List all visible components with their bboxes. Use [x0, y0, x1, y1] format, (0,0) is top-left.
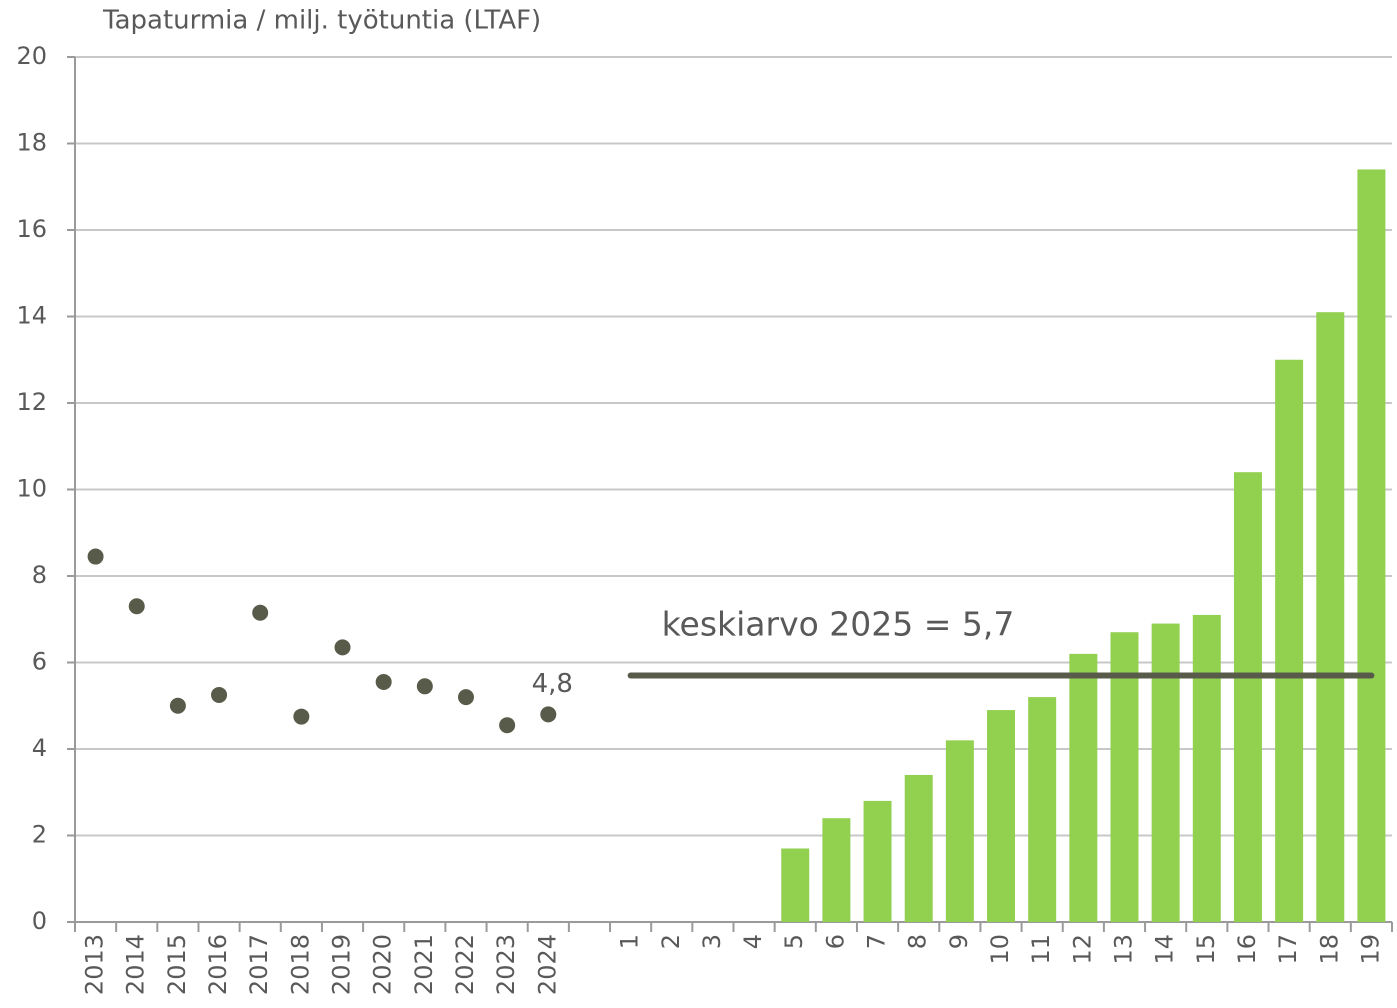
point [375, 673, 392, 690]
bar [945, 740, 974, 922]
bar [1357, 169, 1386, 922]
bar [781, 848, 810, 922]
point [293, 708, 310, 725]
point [87, 548, 104, 565]
y-tick-label: 0 [32, 907, 47, 935]
y-tick-label: 20 [16, 42, 47, 70]
bar [863, 800, 892, 922]
bar [1316, 312, 1345, 922]
x-tick-label: 10 [986, 934, 1014, 965]
x-tick-label: 6 [821, 934, 849, 949]
point [334, 639, 351, 656]
point [499, 717, 516, 734]
bar [1110, 632, 1139, 922]
axis-title: Tapaturmia / milj. työtuntia (LTAF) [102, 6, 541, 36]
x-tick-label: 2015 [163, 934, 191, 995]
bar [1233, 472, 1262, 922]
point [457, 689, 474, 706]
x-tick-label: 16 [1233, 934, 1261, 965]
x-tick-label: 2020 [369, 934, 397, 995]
point [211, 686, 228, 703]
point [128, 598, 145, 615]
bar [1069, 653, 1098, 922]
bar [1151, 623, 1180, 922]
x-tick-label: 11 [1027, 934, 1055, 965]
x-tick-label: 19 [1356, 934, 1384, 965]
x-tick-label: 4 [739, 934, 767, 949]
y-tick-label: 14 [16, 302, 47, 330]
x-tick-label: 2014 [122, 934, 150, 995]
y-tick-label: 6 [32, 648, 47, 676]
y-tick-label: 18 [16, 129, 47, 157]
y-tick-label: 2 [32, 821, 47, 849]
x-tick-label: 2013 [81, 934, 109, 995]
x-tick-label: 8 [904, 934, 932, 949]
x-tick-label: 2021 [410, 934, 438, 995]
point [416, 678, 433, 695]
x-tick-label: 15 [1192, 934, 1220, 965]
point [169, 697, 186, 714]
x-tick-label: 14 [1151, 934, 1179, 965]
y-tick-label: 8 [32, 561, 47, 589]
x-tick-label: 2 [657, 934, 685, 949]
y-tick-label: 12 [16, 388, 47, 416]
bar [1192, 614, 1221, 922]
bar [1028, 697, 1057, 922]
x-tick-label: 5 [780, 934, 808, 949]
x-tick-label: 13 [1109, 934, 1137, 965]
x-tick-label: 2018 [286, 934, 314, 995]
data-label: 4,8 [532, 669, 573, 699]
bar [822, 818, 851, 922]
x-tick-label: 2019 [328, 934, 356, 995]
x-tick-label: 2024 [533, 934, 561, 995]
y-tick-label: 10 [16, 475, 47, 503]
y-tick-label: 16 [16, 215, 47, 243]
x-tick-label: 1 [616, 934, 644, 949]
x-tick-label: 12 [1068, 934, 1096, 965]
x-tick-label: 2022 [451, 934, 479, 995]
x-tick-label: 7 [863, 934, 891, 949]
y-tick-label: 4 [32, 734, 47, 762]
x-tick-label: 3 [698, 934, 726, 949]
x-tick-label: 2017 [245, 934, 273, 995]
bar [1275, 359, 1304, 922]
annotation: keskiarvo 2025 = 5,7 [662, 605, 1015, 644]
x-tick-label: 2023 [492, 934, 520, 995]
point [540, 706, 557, 723]
bar [904, 774, 933, 922]
x-tick-label: 17 [1274, 934, 1302, 965]
x-tick-label: 18 [1315, 934, 1343, 965]
bar [987, 710, 1016, 922]
point [252, 604, 269, 621]
x-tick-label: 9 [945, 934, 973, 949]
x-tick-label: 2016 [204, 934, 232, 995]
